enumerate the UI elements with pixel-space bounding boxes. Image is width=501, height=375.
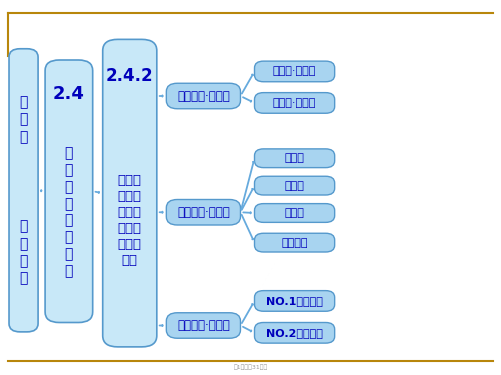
Text: 创新演练·大冲关: 创新演练·大冲关 [177,319,230,332]
Text: 读教材·填要点: 读教材·填要点 [273,66,316,76]
Text: 考点一: 考点一 [285,153,305,163]
Text: 解题高手: 解题高手 [282,238,308,248]
FancyBboxPatch shape [166,200,240,225]
FancyBboxPatch shape [103,39,157,347]
Text: 小问题·大思维: 小问题·大思维 [273,98,316,108]
Text: 考点二: 考点二 [285,181,305,190]
Text: 2.4: 2.4 [53,85,85,103]
FancyBboxPatch shape [9,49,38,332]
FancyBboxPatch shape [255,176,335,195]
Text: 第1页，共31页。: 第1页，共31页。 [233,364,268,369]
FancyBboxPatch shape [166,313,240,338]
Text: 考点三: 考点三 [285,208,305,218]
Text: NO.2课下检测: NO.2课下检测 [266,328,323,338]
Text: 第
二
章: 第 二 章 [20,95,28,144]
Text: 课前预习·巧设计: 课前预习·巧设计 [177,90,230,102]
Text: 平
面
向
量: 平 面 向 量 [20,220,28,285]
FancyBboxPatch shape [255,233,335,252]
FancyBboxPatch shape [255,322,335,343]
FancyBboxPatch shape [45,60,93,322]
FancyBboxPatch shape [166,83,240,109]
FancyBboxPatch shape [255,149,335,168]
FancyBboxPatch shape [255,204,335,222]
Text: 平
面
向
量
的
数
量
积: 平 面 向 量 的 数 量 积 [65,147,73,278]
Text: NO.1课堂强化: NO.1课堂强化 [266,296,323,306]
Text: 2.4.2: 2.4.2 [106,67,154,85]
FancyBboxPatch shape [255,291,335,311]
Text: 平面向
量数量
积的坐
标表示
、模、
夹角: 平面向 量数量 积的坐 标表示 、模、 夹角 [118,174,142,267]
FancyBboxPatch shape [255,93,335,113]
FancyBboxPatch shape [255,61,335,82]
Text: 名师课堂·一点通: 名师课堂·一点通 [177,206,230,219]
